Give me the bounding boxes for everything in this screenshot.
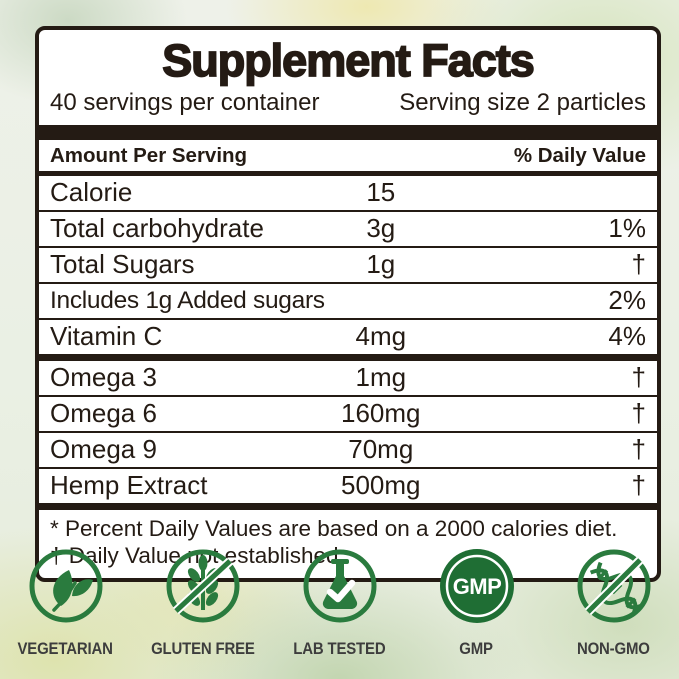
panel-title: Supplement Facts (161, 35, 535, 87)
nutrient-dv: 2% (608, 285, 646, 315)
nutrient-dv: † (631, 362, 646, 392)
badge-gmp: GMP GMP (436, 546, 518, 659)
nutrient-dv: † (631, 434, 646, 464)
nutrient-dv: † (631, 249, 646, 279)
nutrient-row: Calorie 15 (39, 176, 657, 210)
nutrient-name: Omega 6 (50, 398, 157, 428)
nutrient-amount: 1mg (355, 362, 407, 392)
nutrient-row: Total Sugars 1g † (39, 246, 657, 282)
nutrient-name: Omega 3 (50, 362, 157, 392)
footnote-line: † Daily Value not established. (50, 543, 345, 568)
nutrient-amount: 70mg (348, 434, 414, 464)
nutrient-dv: 1% (608, 213, 646, 243)
nutrient-amount: 160mg (341, 398, 421, 428)
nutrient-dv: † (631, 398, 646, 428)
certification-badges: VEGETARIAN GLUTEN FREE LAB TESTED (0, 546, 679, 659)
badge-label: GMP (459, 639, 494, 658)
nutrient-name: Includes 1g Added sugars (50, 286, 325, 314)
badge-gluten-free: GLUTEN FREE (151, 546, 254, 659)
amount-per-serving-header: Amount Per Serving (50, 144, 248, 167)
badge-lab-tested: LAB TESTED (293, 546, 386, 659)
nutrient-name: Vitamin C (50, 321, 163, 351)
serving-line: 40 servings per container Serving size 2… (39, 88, 657, 125)
nutrient-dv: 4% (608, 321, 646, 351)
nutrient-row: Hemp Extract 500mg † (39, 467, 657, 503)
leaf-icon (29, 549, 102, 623)
gmp-seal-icon: GMP (439, 549, 514, 623)
nutrient-name: Omega 9 (50, 434, 157, 464)
badge-label: VEGETARIAN (17, 639, 114, 658)
nutrient-row: Total carbohydrate 3g 1% (39, 210, 657, 246)
secondary-rows: Omega 3 1mg † Omega 6 160mg † Omega 9 70mg † Hemp… (39, 361, 657, 503)
badge-label: NON-GMO (577, 639, 650, 658)
nutrient-amount: 500mg (341, 470, 421, 500)
flask-check-icon (303, 549, 376, 623)
serving-size: Serving size 2 particles (399, 89, 646, 116)
footnote: * Percent Daily Values are based on a 20… (39, 510, 657, 578)
badge-label: LAB TESTED (293, 639, 386, 658)
divider-mid (39, 354, 657, 361)
daily-value-header: % Daily Value (513, 144, 646, 167)
wheat-crossed-icon (166, 549, 239, 623)
badge-label: GLUTEN FREE (150, 639, 255, 658)
badge-non-gmo: NON-GMO (573, 546, 655, 659)
nutrient-name: Hemp Extract (50, 470, 208, 500)
nutrient-row: Vitamin C 4mg 4% (39, 318, 657, 354)
nutrient-row: Includes 1g Added sugars 2% (39, 282, 657, 318)
nutrient-dv: † (631, 470, 646, 500)
nutrient-name: Total carbohydrate (50, 213, 264, 243)
nutrient-amount: 15 (366, 177, 396, 207)
nutrient-amount: 3g (366, 213, 396, 243)
servings-per-container: 40 servings per container (50, 89, 320, 116)
nutrient-row: Omega 6 160mg † (39, 395, 657, 431)
nutrient-name: Calorie (50, 177, 133, 207)
column-header-row: Amount Per Serving % Daily Value (39, 140, 657, 176)
footnote-line: * Percent Daily Values are based on a 20… (50, 516, 618, 541)
nutrient-amount: 1g (366, 249, 396, 279)
badge-vegetarian: VEGETARIAN (18, 546, 113, 659)
nutrient-amount: 4mg (355, 321, 407, 351)
divider-thick (39, 125, 657, 140)
gmp-seal-text: GMP (452, 574, 501, 599)
dna-crossed-icon (577, 549, 650, 623)
divider-mid (39, 503, 657, 510)
main-rows: Calorie 15 Total carbohydrate 3g 1% Total Sug… (39, 176, 657, 354)
supplement-facts-panel: Supplement Facts 40 servings per contain… (35, 26, 661, 582)
nutrient-name: Total Sugars (50, 249, 195, 279)
nutrient-row: Omega 3 1mg † (39, 361, 657, 395)
nutrient-row: Omega 9 70mg † (39, 431, 657, 467)
